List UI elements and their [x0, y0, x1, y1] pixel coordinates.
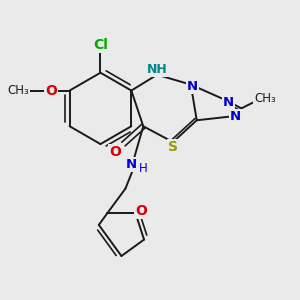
Text: N: N [126, 158, 137, 171]
Text: N: N [230, 110, 241, 123]
Text: N: N [187, 80, 198, 93]
Text: O: O [45, 84, 57, 98]
Text: CH₃: CH₃ [7, 84, 29, 97]
Text: N: N [223, 96, 234, 109]
Text: NH: NH [147, 63, 167, 76]
Text: O: O [135, 204, 147, 218]
Text: S: S [168, 140, 178, 154]
Text: CH₃: CH₃ [254, 92, 276, 105]
Text: H: H [139, 162, 148, 175]
Text: O: O [110, 145, 122, 159]
Text: Cl: Cl [93, 38, 108, 52]
